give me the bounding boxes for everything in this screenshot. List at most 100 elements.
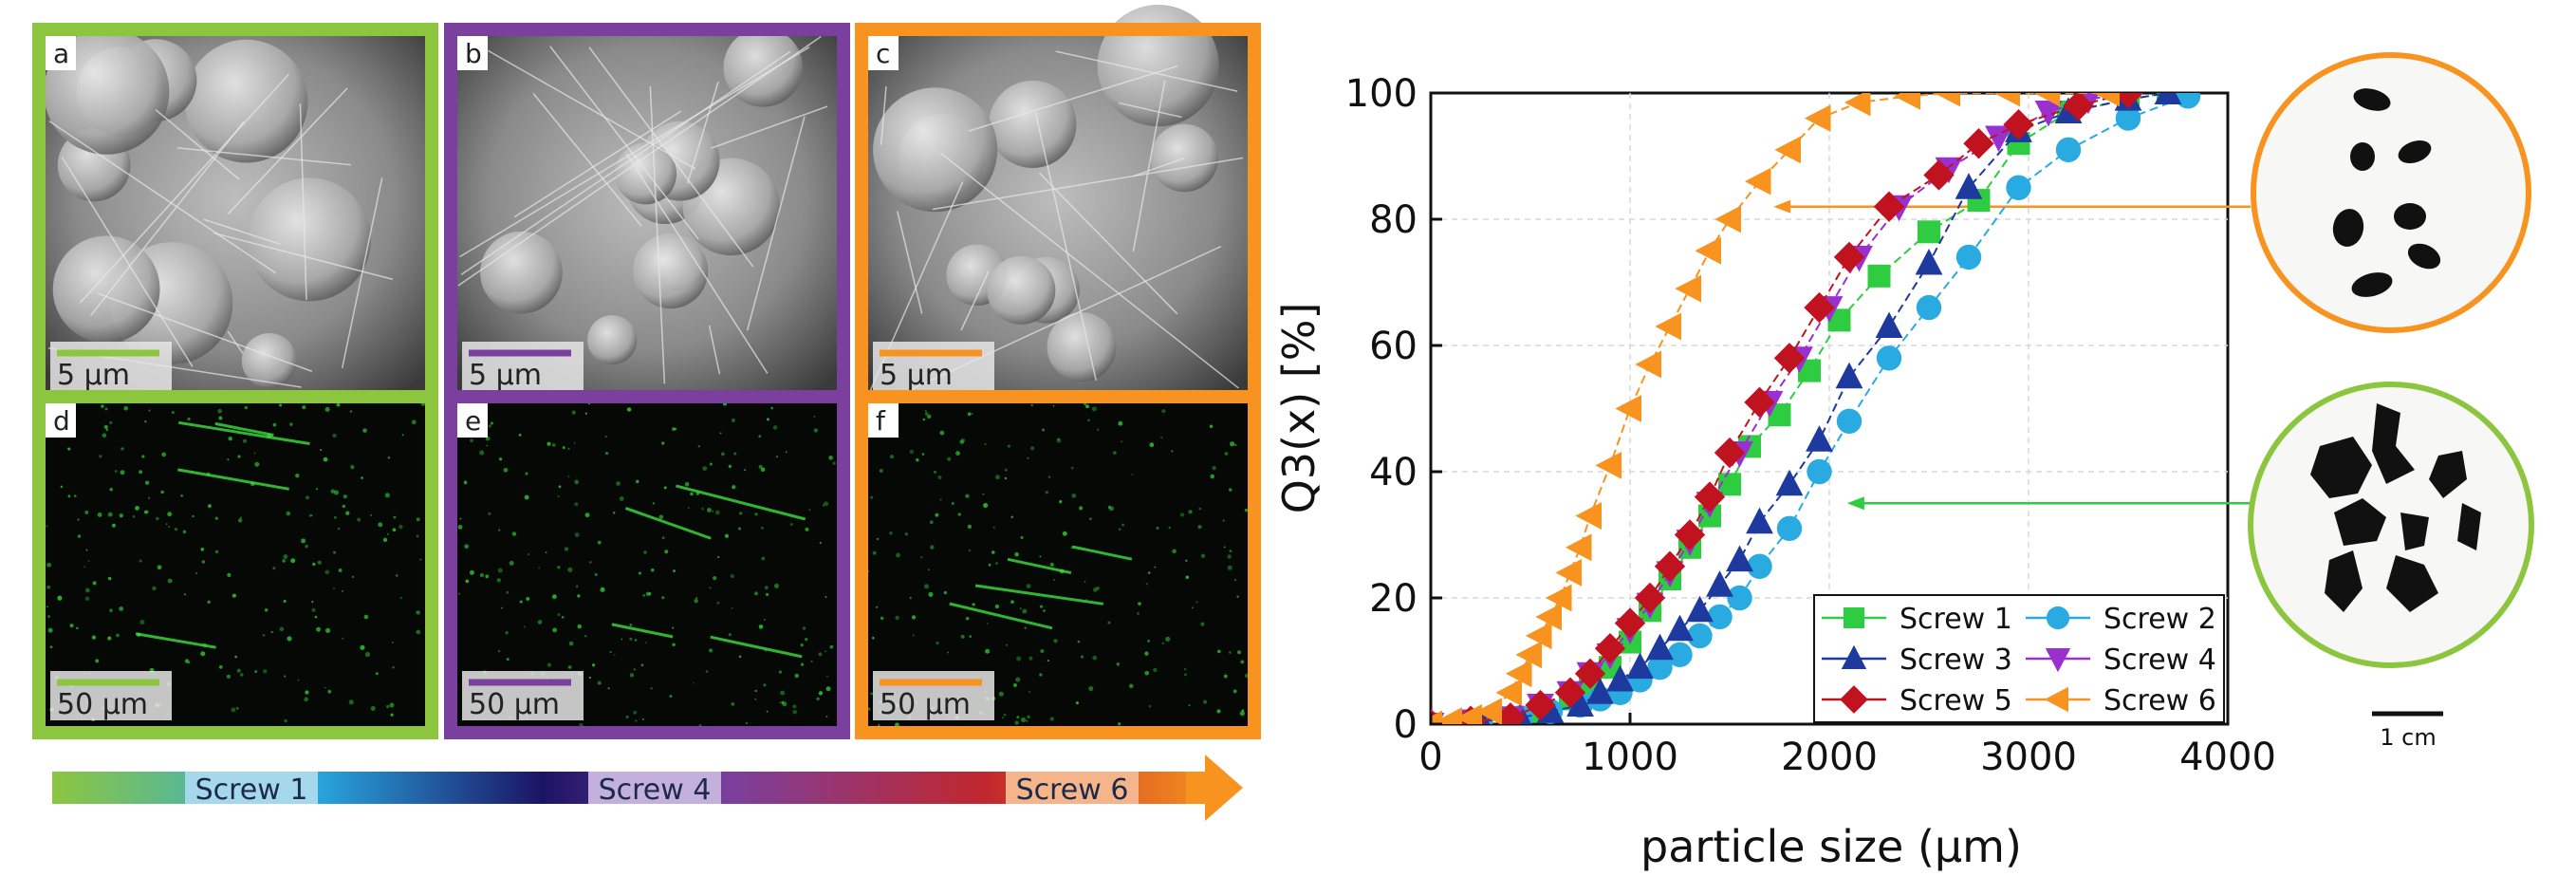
signal-speck [235, 706, 239, 710]
x-axis-title: particle size (µm) [1640, 821, 2022, 872]
signal-speck [986, 623, 989, 624]
signal-speck [921, 453, 925, 456]
signal-speck [664, 550, 669, 554]
signal-speck [67, 494, 71, 498]
data-point [1726, 545, 1753, 572]
signal-speck [574, 502, 579, 507]
signal-speck [156, 516, 159, 521]
signal-speck [1091, 406, 1097, 412]
signal-speck [991, 550, 995, 554]
signal-speck [719, 432, 722, 435]
signal-speck [382, 537, 388, 542]
signal-speck [1039, 673, 1043, 677]
signal-speck [895, 722, 899, 728]
particle-blob [480, 231, 563, 314]
data-point [1916, 294, 1942, 321]
signal-speck [378, 522, 383, 528]
signal-speck [800, 662, 805, 666]
signal-speck [778, 701, 781, 704]
signal-speck [889, 531, 893, 535]
signal-speck [867, 707, 871, 711]
signal-speck [1224, 452, 1229, 457]
signal-speck [904, 532, 909, 536]
signal-speck [485, 574, 490, 579]
data-point [2006, 175, 2031, 200]
signal-speck [69, 624, 74, 628]
fiber-strand [203, 218, 281, 245]
signal-speck [960, 438, 966, 443]
signal-speck [1240, 660, 1245, 664]
fiber-strand [897, 211, 923, 314]
particle-blob [987, 255, 1056, 325]
signal-speck [135, 506, 139, 511]
signal-speck [951, 502, 954, 505]
data-point [1746, 507, 1773, 534]
signal-speck [911, 615, 917, 620]
signal-speck [1001, 717, 1005, 719]
annotation-arrows [1773, 199, 2251, 511]
signal-speck [1148, 704, 1152, 708]
signal-speck [308, 513, 312, 517]
signal-speck [262, 633, 266, 637]
signal-speck [290, 558, 296, 564]
fiber-signal [624, 507, 712, 540]
signal-speck [1022, 608, 1028, 614]
data-point [1655, 312, 1681, 341]
signal-speck [254, 670, 258, 674]
data-point [1494, 702, 1527, 724]
signal-speck [629, 673, 635, 678]
signal-speck [1087, 419, 1090, 422]
signal-speck [1026, 719, 1029, 722]
signal-speck [152, 586, 157, 591]
signal-speck [226, 674, 232, 679]
data-point [2093, 93, 2120, 107]
signal-speck [1027, 457, 1029, 459]
data-point [2045, 648, 2071, 673]
signal-speck [876, 537, 880, 541]
signal-speck [643, 550, 647, 554]
data-point [1840, 685, 1868, 714]
signal-speck [102, 433, 107, 438]
fiber-strand [1034, 112, 1097, 381]
signal-speck [239, 516, 242, 519]
fiber-strand [932, 157, 1244, 211]
signal-speck [1026, 584, 1031, 588]
data-point [1635, 350, 1661, 379]
signal-speck [109, 420, 113, 425]
signal-speck [818, 652, 823, 657]
signal-speck [597, 680, 602, 685]
signal-speck [282, 559, 287, 563]
signal-speck [562, 446, 565, 450]
signal-speck [947, 457, 952, 461]
signal-speck [320, 448, 323, 452]
data-point [1867, 264, 1891, 288]
y-axis-title: Q3(x) [%] [1273, 303, 1325, 514]
signal-speck [731, 702, 735, 706]
panel-b: b 5 µm [444, 23, 850, 410]
signal-speck [77, 534, 82, 538]
signal-speck [465, 579, 470, 584]
signal-speck [419, 558, 422, 561]
signal-speck [557, 566, 561, 569]
signal-speck [416, 517, 420, 522]
signal-speck [333, 587, 336, 590]
signal-speck [338, 528, 341, 530]
signal-speck [939, 430, 945, 436]
signal-speck [754, 689, 757, 693]
signal-speck [486, 444, 489, 447]
x-tick-label: 4000 [2179, 736, 2276, 779]
signal-speck [995, 475, 1000, 480]
signal-speck [144, 420, 147, 423]
pellets-large [2310, 403, 2481, 612]
signal-speck [240, 673, 244, 677]
data-point [1545, 584, 1572, 612]
signal-speck [984, 442, 987, 445]
particle-blob [615, 142, 677, 205]
signal-speck [1168, 526, 1171, 530]
signal-speck [789, 523, 793, 526]
particle-blob [248, 177, 372, 302]
legend-entry: Screw 6 [2026, 684, 2216, 718]
signal-speck [237, 455, 241, 458]
fiber-strand [341, 177, 383, 368]
signal-speck [641, 718, 644, 720]
